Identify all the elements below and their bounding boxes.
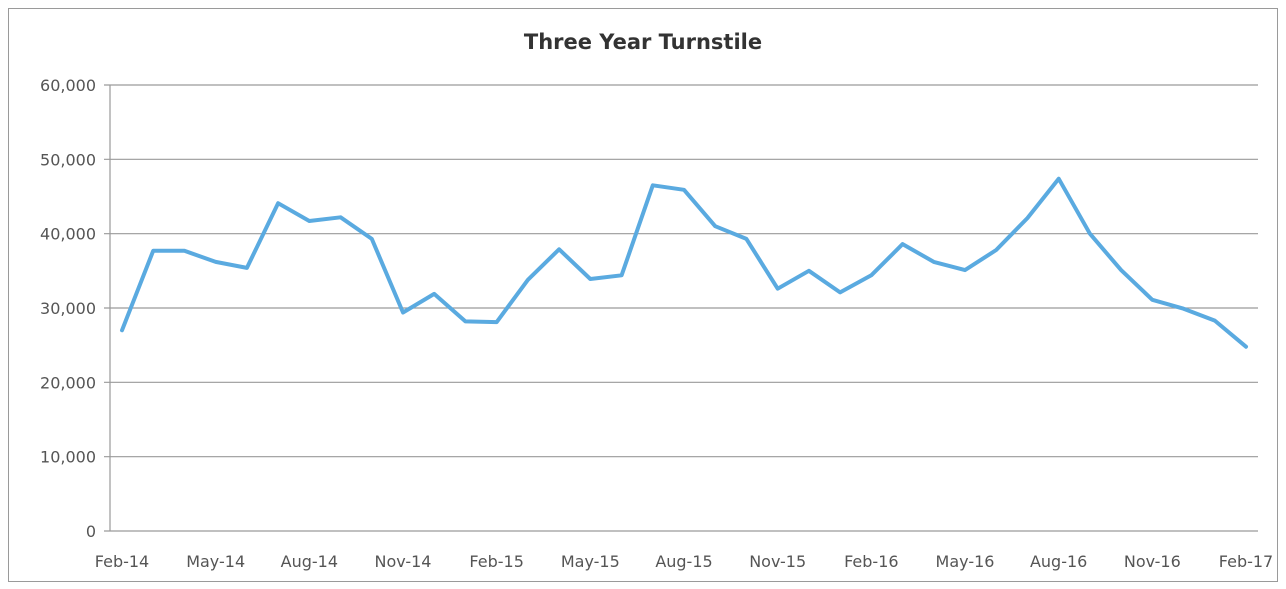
data-point — [151, 249, 155, 253]
data-point — [276, 201, 280, 205]
data-point — [963, 268, 967, 272]
y-tick-label: 30,000 — [40, 299, 96, 318]
data-point — [588, 277, 592, 281]
data-point — [1057, 177, 1061, 181]
y-tick-label: 20,000 — [40, 373, 96, 392]
y-axis-tick-labels: 0 10,000 20,000 30,000 40,000 50,000 60,000 — [40, 76, 96, 541]
data-point — [1025, 216, 1029, 220]
series-line — [120, 176, 1248, 349]
data-point — [994, 248, 998, 252]
data-point — [932, 260, 936, 264]
data-point — [432, 292, 436, 296]
data-point — [901, 242, 905, 246]
data-point — [401, 310, 405, 314]
data-point — [370, 237, 374, 241]
data-point — [776, 287, 780, 291]
data-point — [838, 290, 842, 294]
data-point — [526, 278, 530, 282]
x-tick-label: May-15 — [561, 552, 620, 571]
x-tick-label: Feb-16 — [844, 552, 898, 571]
chart-title: Three Year Turnstile — [523, 30, 763, 54]
y-tick-label: 50,000 — [40, 150, 96, 169]
y-tick-label: 10,000 — [40, 448, 96, 467]
x-tick-label: Feb-14 — [95, 552, 149, 571]
y-tick-label: 60,000 — [40, 76, 96, 95]
x-tick-label: Nov-14 — [375, 552, 432, 571]
x-tick-label: May-16 — [936, 552, 995, 571]
x-tick-label: Nov-15 — [749, 552, 806, 571]
data-point — [682, 188, 686, 192]
x-tick-label: Aug-14 — [281, 552, 338, 571]
x-tick-label: Aug-16 — [1030, 552, 1087, 571]
data-point — [245, 266, 249, 270]
data-point — [620, 273, 624, 277]
x-tick-label: May-14 — [186, 552, 245, 571]
chart-frame — [8, 8, 1278, 582]
x-tick-label: Aug-15 — [655, 552, 712, 571]
data-point — [1182, 307, 1186, 311]
x-tick-label: Feb-17 — [1219, 552, 1273, 571]
data-point — [307, 219, 311, 223]
data-point — [557, 247, 561, 251]
data-point — [1213, 319, 1217, 323]
data-point — [182, 249, 186, 253]
data-point — [339, 215, 343, 219]
data-point — [120, 328, 124, 332]
data-point — [1244, 345, 1248, 349]
y-tick-label: 40,000 — [40, 225, 96, 244]
series-layer — [120, 176, 1248, 349]
x-axis-tick-labels: Feb-14 May-14 Aug-14 Nov-14 Feb-15 May-15 Aug-… — [95, 552, 1273, 571]
data-point — [651, 183, 655, 187]
data-point — [869, 273, 873, 277]
x-tick-label: Feb-15 — [469, 552, 523, 571]
data-point — [744, 237, 748, 241]
data-point — [214, 260, 218, 264]
data-point — [1119, 268, 1123, 272]
data-point — [1150, 298, 1154, 302]
data-point — [807, 269, 811, 273]
x-tick-label: Nov-16 — [1124, 552, 1181, 571]
data-point — [495, 320, 499, 324]
data-point — [463, 319, 467, 323]
data-point — [713, 224, 717, 228]
gridlines — [104, 84, 1258, 532]
y-tick-label: 0 — [86, 522, 96, 541]
data-point — [1088, 232, 1092, 236]
